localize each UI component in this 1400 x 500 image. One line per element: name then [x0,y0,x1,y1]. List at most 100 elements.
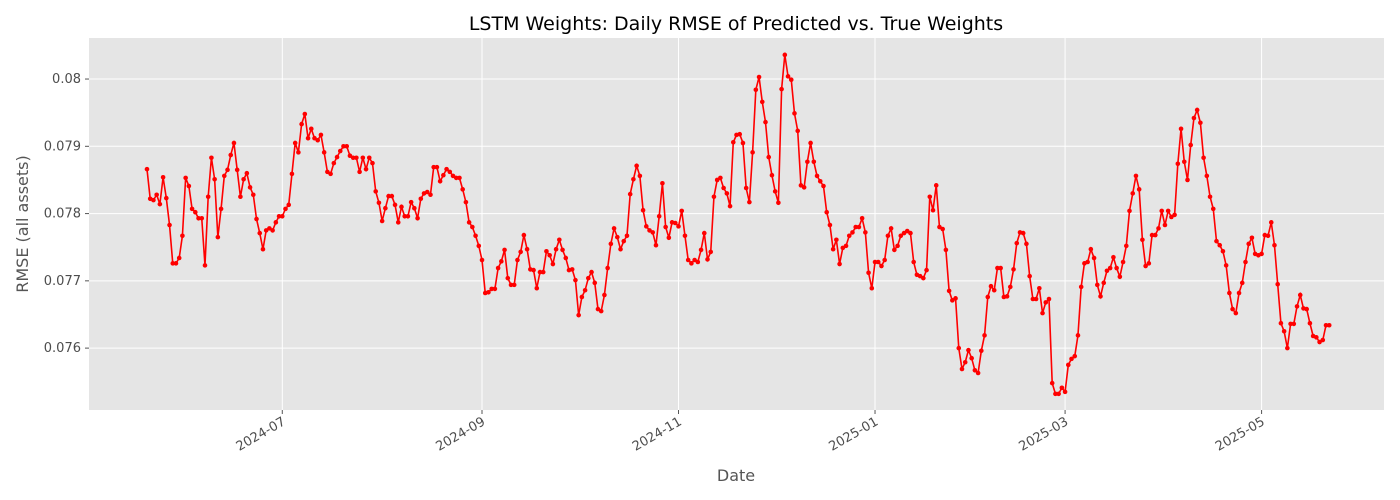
data-point [489,286,494,292]
data-point [250,192,256,198]
data-point [792,111,797,116]
data-point [879,263,884,269]
data-point [434,164,440,170]
data-point [727,203,733,209]
data-point [1175,161,1181,167]
data-point [827,222,833,228]
data-point [170,261,176,266]
data-point [286,202,292,208]
data-point [499,259,504,264]
data-point [395,220,401,225]
data-point [412,205,417,211]
data-point [682,233,688,239]
data-point [872,259,878,265]
data-point [373,189,379,194]
data-point [563,255,569,261]
data-point [779,86,784,92]
data-point [644,224,649,229]
data-point [502,247,507,253]
data-point [360,155,366,161]
data-point [930,207,936,213]
data-point [885,233,891,239]
data-point [892,247,897,253]
data-point [1156,226,1161,231]
data-point [1198,120,1203,126]
data-point [531,267,536,273]
data-point [1291,321,1297,327]
data-point [1259,251,1264,257]
data-point [924,267,929,273]
data-point [221,173,227,179]
data-point [418,196,424,202]
data-point [1133,173,1139,179]
data-point [157,201,163,207]
data-point [479,257,485,263]
data-point [834,237,839,243]
data-point [350,155,356,161]
data-point [718,175,723,181]
data-point [634,163,639,169]
data-point [218,206,224,212]
data-point [238,194,243,200]
data-point [843,243,849,249]
data-point [276,213,282,219]
data-point [830,246,836,252]
data-point [589,269,594,275]
data-point [1020,230,1026,236]
data-point [408,199,414,205]
data-point [383,205,388,211]
data-point [1094,282,1100,288]
data-point [1227,290,1232,296]
data-point [1249,235,1255,241]
data-point [1030,296,1036,302]
data-point [1304,306,1309,312]
data-point [763,119,768,125]
data-point [441,172,446,178]
data-point [1127,208,1132,214]
data-point [1066,362,1071,368]
data-point [431,164,436,170]
data-point [991,287,997,293]
data-point [560,247,565,253]
data-point [186,183,192,189]
x-tick-label: 2025-05 [1213,414,1268,454]
data-point [1008,284,1013,290]
data-point [875,259,881,265]
data-point [515,257,520,263]
data-point [1230,306,1235,312]
data-point [1075,333,1081,338]
x-tick-label: 2024-09 [433,414,488,454]
data-point [553,246,559,252]
data-point [1307,320,1313,326]
data-point [1146,261,1152,266]
data-point [215,234,221,240]
data-point [821,183,826,189]
data-point [972,368,978,373]
data-point [1062,389,1068,395]
data-point [592,280,598,286]
data-point [995,265,1000,271]
data-point [289,171,295,177]
data-point [299,121,304,127]
data-point [1281,328,1287,334]
data-point [1265,233,1271,239]
data-point [173,261,179,266]
plot-background [89,38,1384,410]
data-point [315,137,321,143]
data-point [602,292,607,298]
data-point [1297,292,1303,298]
data-point [279,213,285,219]
data-point [1123,243,1129,249]
data-point [1107,265,1113,271]
data-point [1178,126,1184,132]
x-tick-label: 2024-11 [630,414,685,454]
data-point [908,230,913,236]
data-point [988,283,994,289]
data-point [457,175,462,181]
data-point [1040,310,1045,316]
data-point [524,246,530,252]
data-point [199,215,205,221]
data-point [850,230,855,235]
data-point [982,333,987,338]
data-point [618,246,623,252]
